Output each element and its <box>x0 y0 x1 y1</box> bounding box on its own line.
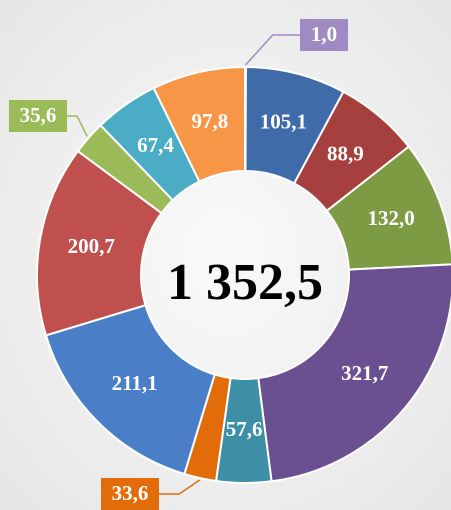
donut <box>36 65 451 484</box>
leader-line <box>67 115 88 137</box>
center-total: 1 352,5 <box>167 254 323 311</box>
label-box <box>101 478 159 510</box>
data-label: 1,0 <box>311 22 337 46</box>
slice <box>325 145 451 271</box>
data-label: 88,9 <box>327 141 364 165</box>
slice <box>257 263 451 483</box>
data-label: 33,6 <box>112 481 149 505</box>
data-label: 105,1 <box>260 110 307 134</box>
data-label: 57,6 <box>226 417 263 441</box>
data-label: 211,1 <box>112 371 158 395</box>
data-label: 321,7 <box>341 361 388 385</box>
leader-line <box>244 34 300 66</box>
data-label: 35,6 <box>20 103 57 127</box>
leader-line <box>159 479 201 495</box>
data-label: 97,8 <box>191 109 228 133</box>
data-label: 67,4 <box>137 133 174 157</box>
data-label: 200,7 <box>68 234 115 258</box>
label-box <box>300 19 348 51</box>
label-box <box>9 100 67 132</box>
data-label: 132,0 <box>367 206 414 230</box>
slice <box>152 65 246 183</box>
slice <box>36 149 163 337</box>
